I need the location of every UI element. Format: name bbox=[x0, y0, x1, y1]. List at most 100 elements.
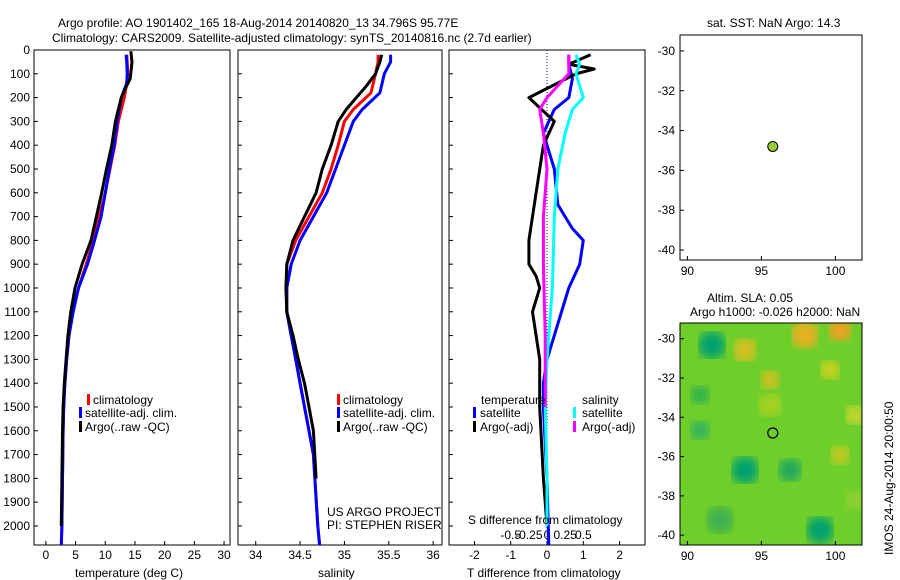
depth-tick-label: 100 bbox=[10, 67, 30, 81]
depth-tick-labels: 0 100 200 300 400 500 600 700 800 900 1000 1100 1200… bbox=[3, 43, 38, 533]
sdiff-tick-label: -0.5 bbox=[500, 528, 521, 542]
sst-map-points bbox=[767, 141, 779, 153]
tdiff-tick-label: 1 bbox=[580, 548, 587, 562]
depth-tick-label: 1500 bbox=[3, 400, 30, 414]
sdiff-tick-label: 0.5 bbox=[575, 528, 592, 542]
salinity-series bbox=[284, 54, 393, 546]
sal-series-black bbox=[284, 54, 384, 479]
sdiff-tick-label: 0.25 bbox=[553, 528, 577, 542]
temperature-panel: 0100200300400500600700800900100011001200… bbox=[3, 43, 231, 580]
legend-climatology: climatology bbox=[93, 393, 153, 407]
sla-blob bbox=[778, 458, 802, 482]
sla-blob bbox=[830, 445, 850, 465]
sst-map-ticks: 90 95 100 -30 -32 -34 -36 -38 -40 bbox=[658, 44, 846, 278]
sla-blob bbox=[791, 323, 819, 349]
map-y-tick-label: -36 bbox=[658, 450, 676, 464]
map-y-tick-label: -36 bbox=[658, 163, 676, 177]
temperature-tick-labels: 0 5 10 15 20 25 30 bbox=[43, 541, 231, 562]
sal-series-red bbox=[285, 54, 380, 546]
depth-tick-label: 1700 bbox=[3, 448, 30, 462]
depth-tick-label: 2000 bbox=[3, 519, 30, 533]
sst-map-panel: sat. SST: NaN Argo: 14.3 90 95 100 -30 -32 -3… bbox=[658, 16, 863, 278]
legend-satellite: satellite-adj. clim. bbox=[343, 406, 435, 420]
depth-tick-label: 500 bbox=[10, 162, 30, 176]
map-y-tick-label: -34 bbox=[658, 410, 676, 424]
pi-annotation: PI: STEPHEN RISER bbox=[327, 518, 442, 532]
sal-tick-label: 35 bbox=[338, 548, 352, 562]
temperature-legend: climatology satellite-adj. clim. Argo(..… bbox=[79, 393, 177, 434]
depth-tick-label: 700 bbox=[10, 210, 30, 224]
difference-legend: satellite temperature satellite Argo(-ad… bbox=[473, 393, 635, 434]
difference-tick-labels: -2 -1 0 1 2-0.5-0.25 0 0.250.5 bbox=[449, 49, 623, 562]
map-y-tick-label: -38 bbox=[658, 489, 676, 503]
diff-series-black bbox=[527, 53, 596, 527]
depth-tick-label: 0 bbox=[23, 43, 30, 57]
depth-tick-label: 600 bbox=[10, 186, 30, 200]
sla-blob bbox=[731, 456, 759, 484]
map-y-tick-label: -32 bbox=[658, 84, 676, 98]
legend-swatch-s-argo bbox=[573, 421, 576, 432]
map-x-tick-label: 95 bbox=[755, 264, 769, 278]
map-x-tick-label: 95 bbox=[755, 549, 769, 563]
salinity-panel: 34 34.5 35 35.5 36 salinity climatology sate… bbox=[237, 49, 443, 580]
temp-tick-label: 5 bbox=[72, 548, 79, 562]
sla-blob bbox=[760, 370, 780, 390]
imos-timestamp-label: IMOS 24-Aug-2014 20:00:50 bbox=[882, 401, 896, 555]
tdiff-tick-label: -2 bbox=[469, 548, 480, 562]
salinity-legend: climatology satellite-adj. clim. Argo(..… bbox=[337, 393, 435, 434]
sla-blob bbox=[758, 393, 782, 417]
legend-climatology: climatology bbox=[343, 393, 403, 407]
map-x-tick-label: 100 bbox=[825, 264, 845, 278]
sla-blob bbox=[733, 338, 757, 362]
depth-tick-label: 300 bbox=[10, 114, 30, 128]
legend-temperature-title: temperature bbox=[481, 393, 546, 407]
header-line-1: Argo profile: AO 1901402_165 18-Aug-2014… bbox=[58, 16, 458, 30]
tdiff-tick-label: 0 bbox=[544, 548, 551, 562]
sst-map-title: sat. SST: NaN Argo: 14.3 bbox=[707, 16, 841, 30]
sla-blob bbox=[706, 506, 734, 534]
depth-tick-label: 1600 bbox=[3, 424, 30, 438]
sal-tick-label: 34 bbox=[249, 548, 263, 562]
sla-blob bbox=[820, 360, 840, 380]
sal-series-blue bbox=[285, 54, 393, 546]
header-line-2: Climatology: CARS2009. Satellite-adjuste… bbox=[52, 31, 532, 45]
sla-map-panel: Altim. SLA: 0.05 Argo h1000: -0.026 h200… bbox=[658, 291, 896, 563]
temperature-xlabel: temperature (deg C) bbox=[75, 566, 183, 580]
sla-map-ticks: 90 95 100 -30 -32 -34 -36 -38 -40 bbox=[658, 332, 846, 563]
sla-blob bbox=[828, 323, 852, 342]
sla-background bbox=[680, 323, 862, 545]
diff-series-magenta bbox=[538, 54, 571, 407]
depth-tick-label: 1900 bbox=[3, 495, 30, 509]
argo-location-marker bbox=[767, 141, 779, 153]
depth-tick-label: 400 bbox=[10, 138, 30, 152]
map-y-tick-label: -40 bbox=[658, 528, 676, 542]
depth-tick-label: 1300 bbox=[3, 352, 30, 366]
depth-tick-label: 1200 bbox=[3, 329, 30, 343]
sla-heatmap-field bbox=[680, 323, 862, 545]
sla-blob bbox=[698, 331, 726, 359]
map-y-tick-label: -40 bbox=[658, 243, 676, 257]
difference-panel: -2 -1 0 1 2-0.5-0.25 0 0.250.5 T difference fr… bbox=[448, 49, 646, 580]
legend-swatch-satellite bbox=[79, 407, 82, 418]
depth-tick-label: 200 bbox=[10, 91, 30, 105]
legend-t-argo: Argo(-adj) bbox=[480, 420, 533, 434]
map-y-tick-label: -30 bbox=[658, 332, 676, 346]
sal-tick-label: 34.5 bbox=[288, 548, 312, 562]
salinity-xlabel: salinity bbox=[318, 566, 355, 580]
legend-swatch-t-satellite bbox=[473, 407, 476, 418]
map-x-tick-label: 90 bbox=[681, 264, 695, 278]
temp-tick-label: 20 bbox=[158, 548, 172, 562]
s-diff-label: S difference from climatology bbox=[468, 513, 623, 527]
sla-map-title: Altim. SLA: 0.05 bbox=[707, 291, 793, 305]
sal-tick-label: 36 bbox=[426, 548, 440, 562]
legend-argo: Argo(..raw -QC) bbox=[85, 420, 170, 434]
map-y-tick-label: -32 bbox=[658, 371, 676, 385]
sla-blob bbox=[690, 420, 710, 440]
legend-argo: Argo(..raw -QC) bbox=[343, 420, 428, 434]
depth-tick-label: 1100 bbox=[4, 305, 30, 319]
temp-tick-label: 30 bbox=[217, 548, 231, 562]
temp-tick-label: 0 bbox=[43, 548, 50, 562]
temperature-series bbox=[59, 51, 134, 546]
sla-map-subtitle: Argo h1000: -0.026 h2000: NaN bbox=[690, 305, 860, 319]
legend-swatch-climatology bbox=[87, 394, 90, 405]
